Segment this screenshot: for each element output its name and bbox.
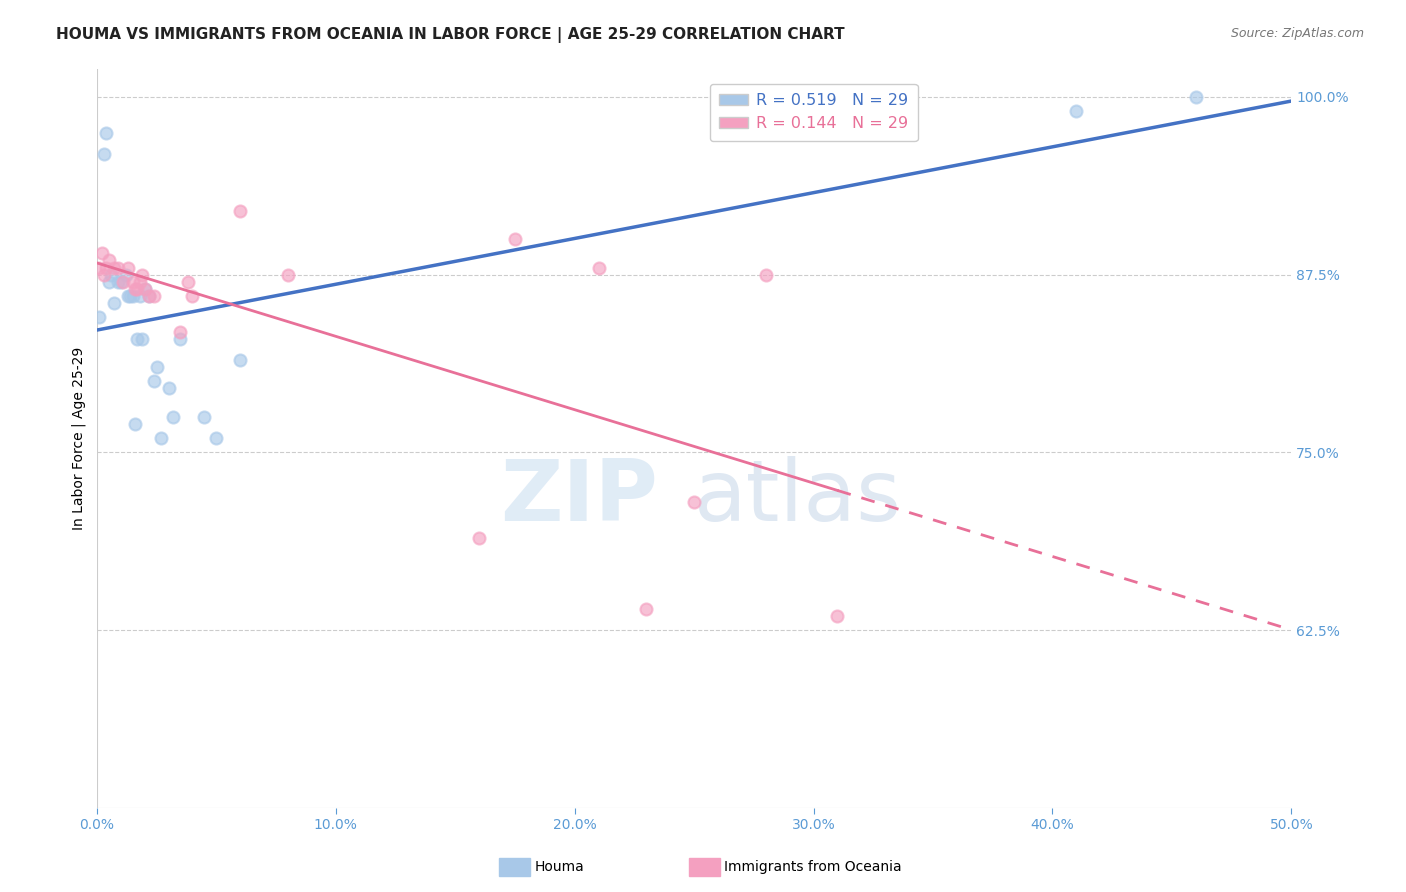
Point: [89, 310, 111, 325]
Point: [181, 289, 204, 303]
Point: [193, 409, 215, 424]
Point: [112, 275, 135, 289]
Point: [103, 260, 125, 275]
Point: [205, 431, 228, 445]
Point: [588, 260, 610, 275]
Point: [89, 260, 111, 275]
Point: [683, 495, 706, 509]
Point: [143, 375, 166, 389]
Point: [131, 268, 153, 282]
Point: [157, 382, 180, 396]
Point: [103, 296, 125, 310]
Point: [229, 203, 252, 218]
Point: [93, 268, 115, 282]
Point: [162, 409, 184, 424]
Point: [131, 332, 153, 346]
Point: [97, 253, 120, 268]
Point: [107, 260, 129, 275]
Point: [121, 275, 143, 289]
Y-axis label: In Labor Force | Age 25-29: In Labor Force | Age 25-29: [72, 347, 86, 530]
Point: [134, 282, 156, 296]
Point: [93, 146, 115, 161]
Point: [138, 289, 160, 303]
Text: Source: ZipAtlas.com: Source: ZipAtlas.com: [1230, 27, 1364, 40]
Point: [143, 289, 166, 303]
Text: Houma: Houma: [534, 860, 583, 874]
Point: [755, 268, 778, 282]
Point: [277, 268, 299, 282]
Point: [96, 260, 118, 275]
Point: [114, 268, 136, 282]
Point: [96, 126, 118, 140]
Legend: R = 0.519   N = 29, R = 0.144   N = 29: R = 0.519 N = 29, R = 0.144 N = 29: [710, 84, 918, 141]
Point: [128, 289, 150, 303]
Point: [110, 275, 132, 289]
Point: [124, 282, 146, 296]
Point: [1066, 104, 1088, 119]
Point: [827, 609, 849, 624]
Point: [169, 325, 191, 339]
Point: [176, 275, 198, 289]
Point: [127, 282, 149, 296]
Point: [124, 417, 146, 431]
Point: [107, 275, 129, 289]
Point: [229, 353, 252, 368]
Point: [503, 232, 526, 246]
Point: [138, 289, 160, 303]
Point: [1184, 90, 1206, 104]
Point: [117, 289, 139, 303]
Point: [117, 260, 139, 275]
Point: [636, 602, 658, 616]
Point: [100, 268, 122, 282]
Text: Immigrants from Oceania: Immigrants from Oceania: [724, 860, 901, 874]
Point: [97, 275, 120, 289]
Point: [145, 360, 167, 375]
Text: HOUMA VS IMMIGRANTS FROM OCEANIA IN LABOR FORCE | AGE 25-29 CORRELATION CHART: HOUMA VS IMMIGRANTS FROM OCEANIA IN LABO…: [56, 27, 845, 43]
Text: ZIP: ZIP: [501, 456, 658, 539]
Point: [150, 431, 173, 445]
Point: [90, 246, 112, 260]
Point: [468, 531, 491, 545]
Point: [121, 289, 143, 303]
Point: [128, 275, 150, 289]
Point: [127, 332, 149, 346]
Point: [120, 289, 142, 303]
Point: [169, 332, 191, 346]
Point: [134, 282, 156, 296]
Text: atlas: atlas: [695, 456, 903, 539]
